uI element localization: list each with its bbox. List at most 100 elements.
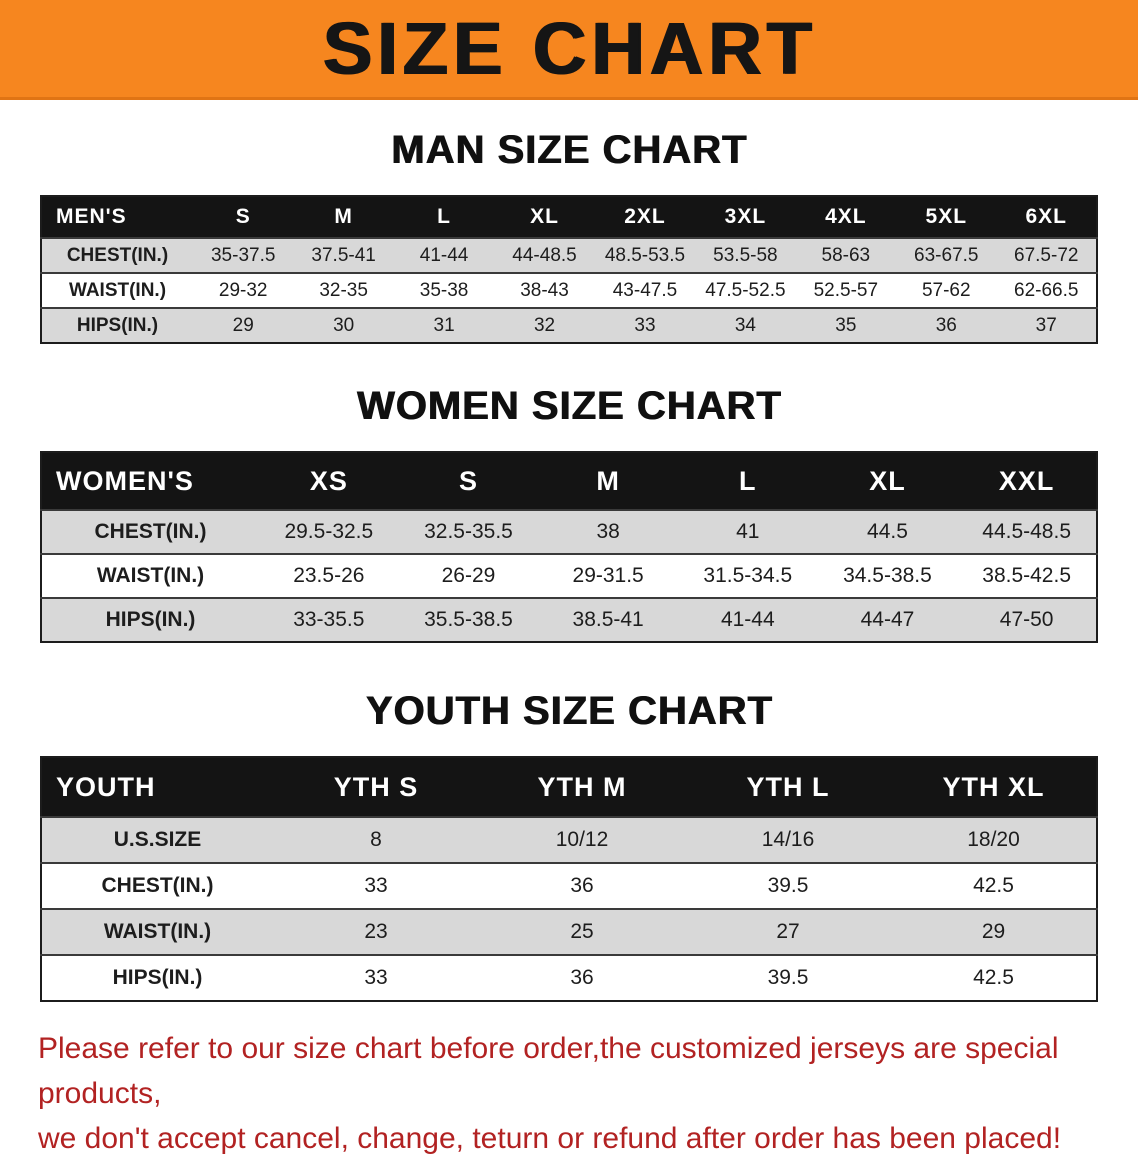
value-cell: 63-67.5 (896, 237, 997, 274)
value-cell: 33 (273, 954, 479, 1002)
value-cell: 29.5-32.5 (259, 509, 399, 555)
size-header-cell: XS (259, 452, 399, 510)
value-cell: 30 (293, 307, 394, 344)
value-cell: 33 (594, 307, 696, 344)
size-header-cell: S (398, 452, 539, 510)
table-row: HIPS(IN.) 33-35.5 35.5-38.5 38.5-41 41-44 44-… (41, 597, 1097, 643)
value-cell: 44-47 (817, 597, 958, 643)
size-header-cell: YTH M (479, 757, 685, 817)
value-cell: 29 (193, 307, 294, 344)
value-cell: 29-32 (193, 272, 294, 309)
size-header-cell: M (538, 452, 678, 510)
size-header-cell: 6XL (996, 196, 1097, 238)
value-cell: 57-62 (896, 272, 997, 309)
men-size-table: MEN'S S M L XL 2XL 3XL 4XL 5XL 6XL CHEST(IN.) 35-37… (40, 195, 1098, 344)
value-cell: 41 (677, 509, 818, 555)
value-cell: 42.5 (891, 954, 1097, 1002)
value-cell: 35 (795, 307, 897, 344)
size-header-cell: S (193, 196, 294, 238)
table-row: U.S.SIZE 8 10/12 14/16 18/20 (41, 816, 1097, 864)
row-label-cell: HIPS(IN.) (41, 954, 273, 1002)
disclaimer-line-1: Please refer to our size chart before or… (38, 1032, 1059, 1110)
value-cell: 43-47.5 (594, 272, 696, 309)
table-header-row: WOMEN'S XS S M L XL XXL (41, 452, 1097, 510)
value-cell: 35.5-38.5 (398, 597, 539, 643)
value-cell: 32 (494, 307, 595, 344)
value-cell: 33 (273, 862, 479, 910)
youth-size-table: YOUTH YTH S YTH M YTH L YTH XL U.S.SIZE 8 10/12… (40, 756, 1098, 1002)
value-cell: 29-31.5 (538, 553, 678, 599)
size-header-cell: M (293, 196, 394, 238)
table-row: CHEST(IN.) 29.5-32.5 32.5-35.5 38 41 44.5 44.5… (41, 509, 1097, 555)
value-cell: 44-48.5 (494, 237, 595, 274)
row-label-cell: HIPS(IN.) (41, 597, 259, 643)
value-cell: 34.5-38.5 (817, 553, 958, 599)
value-cell: 37 (996, 307, 1097, 344)
table-title-cell: WOMEN'S (41, 452, 259, 510)
value-cell: 58-63 (795, 237, 897, 274)
value-cell: 10/12 (479, 816, 685, 864)
row-label-cell: HIPS(IN.) (41, 307, 193, 344)
value-cell: 29 (891, 908, 1097, 956)
row-label-cell: CHEST(IN.) (41, 862, 273, 910)
table-title-cell: YOUTH (41, 757, 273, 817)
value-cell: 36 (896, 307, 997, 344)
value-cell: 23 (273, 908, 479, 956)
value-cell: 32.5-35.5 (398, 509, 539, 555)
value-cell: 38.5-41 (538, 597, 678, 643)
value-cell: 53.5-58 (695, 237, 796, 274)
value-cell: 38-43 (494, 272, 595, 309)
row-label-cell: CHEST(IN.) (41, 509, 259, 555)
value-cell: 62-66.5 (996, 272, 1097, 309)
size-chart-title: SIZE CHART (322, 7, 816, 90)
value-cell: 34 (695, 307, 796, 344)
value-cell: 47.5-52.5 (695, 272, 796, 309)
size-header-cell: L (393, 196, 495, 238)
women-size-section: WOMEN SIZE CHART WOMEN'S XS S M L XL XXL CHEST(… (0, 384, 1138, 643)
men-size-section: MAN SIZE CHART MEN'S S M L XL 2XL 3XL 4XL 5XL 6XL… (0, 128, 1138, 344)
value-cell: 27 (685, 908, 891, 956)
table-row: WAIST(IN.) 23.5-26 26-29 29-31.5 31.5-34.5 34… (41, 553, 1097, 599)
value-cell: 39.5 (685, 954, 891, 1002)
row-label-cell: U.S.SIZE (41, 816, 273, 864)
value-cell: 26-29 (398, 553, 539, 599)
value-cell: 31 (393, 307, 495, 344)
value-cell: 44.5-48.5 (957, 509, 1097, 555)
table-row: CHEST(IN.) 33 36 39.5 42.5 (41, 862, 1097, 910)
value-cell: 42.5 (891, 862, 1097, 910)
size-header-cell: YTH L (685, 757, 891, 817)
value-cell: 44.5 (817, 509, 958, 555)
row-label-cell: CHEST(IN.) (41, 237, 193, 274)
value-cell: 14/16 (685, 816, 891, 864)
value-cell: 41-44 (677, 597, 818, 643)
row-label-cell: WAIST(IN.) (41, 272, 193, 309)
row-label-cell: WAIST(IN.) (41, 908, 273, 956)
value-cell: 38.5-42.5 (957, 553, 1097, 599)
value-cell: 37.5-41 (293, 237, 394, 274)
value-cell: 48.5-53.5 (594, 237, 696, 274)
women-size-table: WOMEN'S XS S M L XL XXL CHEST(IN.) 29.5-32.5 32.5… (40, 451, 1098, 643)
table-row: WAIST(IN.) 23 25 27 29 (41, 908, 1097, 956)
size-header-cell: XXL (957, 452, 1097, 510)
value-cell: 52.5-57 (795, 272, 897, 309)
value-cell: 36 (479, 862, 685, 910)
disclaimer-line-2: we don't accept cancel, change, teturn o… (38, 1122, 1062, 1155)
table-row: CHEST(IN.) 35-37.5 37.5-41 41-44 44-48.5 48.5… (41, 237, 1097, 274)
value-cell: 67.5-72 (996, 237, 1097, 274)
size-header-cell: YTH S (273, 757, 479, 817)
size-header-cell: 5XL (896, 196, 997, 238)
value-cell: 35-38 (393, 272, 495, 309)
youth-chart-heading: YOUTH SIZE CHART (365, 689, 773, 733)
value-cell: 23.5-26 (259, 553, 399, 599)
value-cell: 39.5 (685, 862, 891, 910)
value-cell: 35-37.5 (193, 237, 294, 274)
value-cell: 33-35.5 (259, 597, 399, 643)
table-header-row: YOUTH YTH S YTH M YTH L YTH XL (41, 757, 1097, 817)
size-chart-banner: SIZE CHART (0, 0, 1138, 100)
size-header-cell: XL (817, 452, 958, 510)
disclaimer: Please refer to our size chart before or… (38, 1026, 1100, 1161)
value-cell: 31.5-34.5 (677, 553, 818, 599)
value-cell: 8 (273, 816, 479, 864)
table-title-cell: MEN'S (41, 196, 193, 238)
table-row: WAIST(IN.) 29-32 32-35 35-38 38-43 43-47.5 47.… (41, 272, 1097, 309)
